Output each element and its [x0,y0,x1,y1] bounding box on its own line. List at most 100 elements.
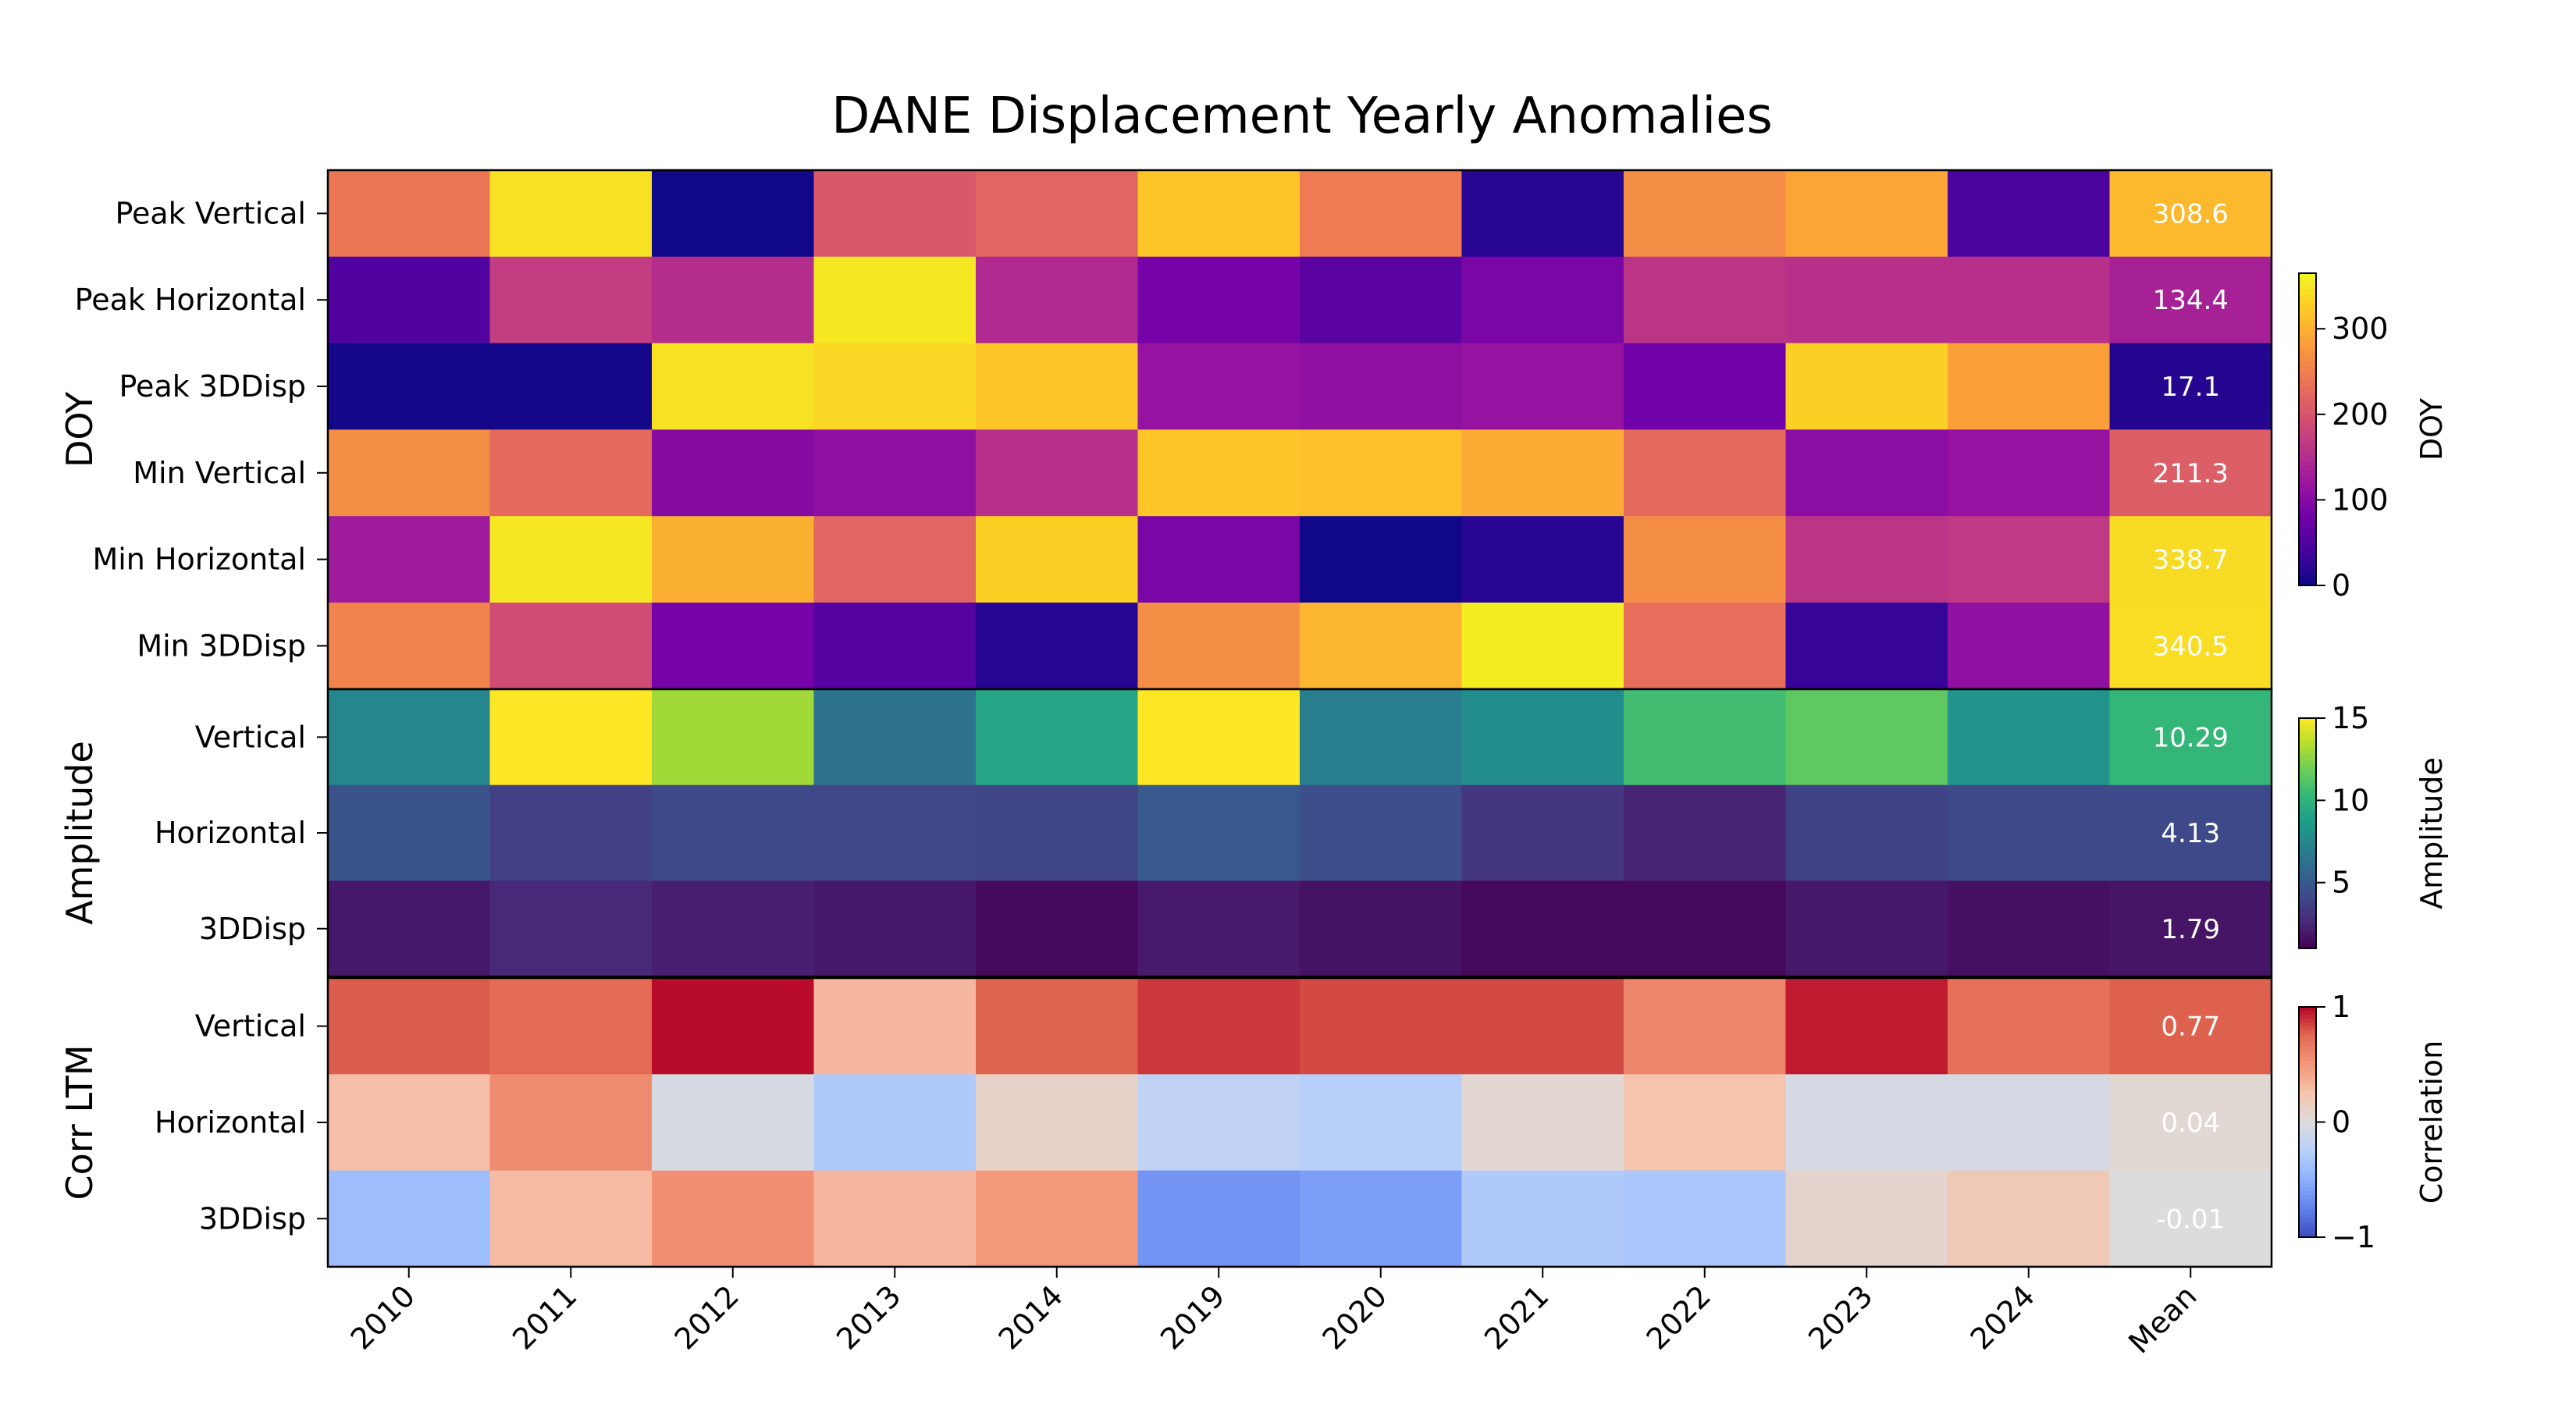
heatmap-cell [1624,689,1787,786]
mean-value-label: 211.3 [2153,458,2229,489]
colorbar-segment [2299,481,2316,488]
row-label: 3DDisp [199,912,306,946]
colorbar-segment [2299,367,2316,373]
colorbar-segment [2299,293,2316,301]
colorbar-segment [2299,570,2316,576]
heatmap-cell [489,1074,653,1172]
heatmap-cell [1785,1074,1948,1172]
colorbar-tick-label: 15 [2332,701,2369,735]
x-tick-label: 2019 [1154,1279,1232,1357]
heatmap-cell [489,1170,653,1268]
heatmap-cell [1948,880,2111,977]
colorbar-tick-label: 300 [2332,311,2389,346]
heatmap-cell [1461,170,1624,258]
heatmap-cell [489,170,653,258]
heatmap-cell [2109,978,2272,1075]
heatmap-cell [1300,978,1463,1075]
heatmap-cell [328,429,491,517]
colorbar-segment [2299,825,2316,831]
colorbar-segment [2299,320,2316,326]
row-label: 3DDisp [199,1201,306,1236]
row-label: Peak 3DDisp [119,369,307,404]
colorbar-segment [2299,733,2316,738]
colorbar-segment [2299,779,2316,784]
colorbar-segment [2299,1126,2316,1131]
heatmap-cell [1785,429,1948,517]
heatmap-cell [652,256,815,344]
colorbar-segment [2299,1049,2316,1054]
colorbar-segment [2299,1137,2316,1142]
colorbar-segment [2299,1214,2316,1219]
heatmap-cell [652,343,815,430]
heatmap-cell [652,978,815,1075]
colorbar-tick-label: 1 [2332,990,2350,1024]
colorbar-segment [2299,921,2316,927]
colorbar-segment [2299,1191,2316,1196]
heatmap-cell [1461,784,1624,881]
colorbar-label: Correlation [2414,1040,2449,1204]
colorbar-segment [2299,439,2316,446]
heatmap-cell [813,256,977,344]
heatmap-cell [976,978,1139,1075]
colorbar-segment [2299,767,2316,773]
colorbar-segment [2299,741,2316,746]
heatmap-cell [976,1170,1139,1268]
colorbar-tick-label: 100 [2332,482,2389,517]
colorbar-segment [2299,891,2316,895]
mean-value-label: 0.77 [2161,1012,2220,1043]
colorbar-segment [2299,1141,2316,1146]
colorbar-segment [2299,1007,2316,1012]
colorbar-segment [2299,925,2316,930]
heatmap-cell [652,603,815,690]
heatmap-cell [1948,516,2111,603]
heatmap-cell [1785,516,1948,603]
colorbar-segment [2299,403,2316,410]
colorbar-segment [2299,455,2316,461]
colorbar-segment [2299,771,2316,777]
heatmap-cell [2109,689,2272,786]
colorbar-segment [2299,461,2316,467]
colorbar-segment [2299,898,2316,903]
colorbar-segment [2299,1233,2316,1238]
colorbar-segment [2299,1168,2316,1173]
colorbar-segment [2299,512,2316,519]
colorbar-segment [2299,289,2316,295]
heatmap-cell [2109,603,2272,690]
colorbar-tick-label: 200 [2332,397,2389,432]
heatmap-cell [328,516,491,603]
colorbar-segment [2299,875,2316,880]
mean-value-label: 10.29 [2153,722,2229,753]
colorbar-segment [2299,829,2316,834]
x-tick-label: 2023 [1802,1279,1880,1357]
heatmap-cell [1624,429,1787,517]
chart-title: DANE Displacement Yearly Anomalies [831,87,1773,145]
heatmap-cell [489,689,653,786]
heatmap-cell [813,343,977,430]
mean-value-label: 4.13 [2161,818,2220,849]
colorbar-segment [2299,580,2316,586]
x-tick-label: 2014 [992,1279,1070,1357]
colorbar-segment [2299,1202,2316,1208]
heatmap-cell [1137,170,1300,258]
heatmap-cell [652,170,815,258]
colorbar-segment [2299,833,2316,838]
colorbar-segment [2299,1183,2316,1188]
x-tick-label: 2021 [1478,1279,1556,1357]
heatmap-cell [1461,880,1624,977]
heatmap-cell [1461,429,1624,517]
colorbar-segment [2299,1198,2316,1204]
heatmap-cell [976,1074,1139,1172]
heatmap-cell [1948,1170,2111,1268]
colorbar-segment [2299,752,2316,757]
row-label: Horizontal [155,1105,306,1140]
colorbar-tick-label: 5 [2332,866,2350,900]
heatmap-cell [1948,1074,2111,1172]
colorbar-tick-label: −1 [2332,1220,2375,1254]
row-label: Peak Horizontal [75,283,306,317]
heatmap-cell [976,689,1139,786]
mean-value-label: 338.7 [2153,545,2229,576]
heatmap-cell [652,880,815,977]
heatmap-cell [1461,603,1624,690]
colorbar-segment [2299,465,2316,472]
colorbar-segment [2299,1056,2316,1062]
